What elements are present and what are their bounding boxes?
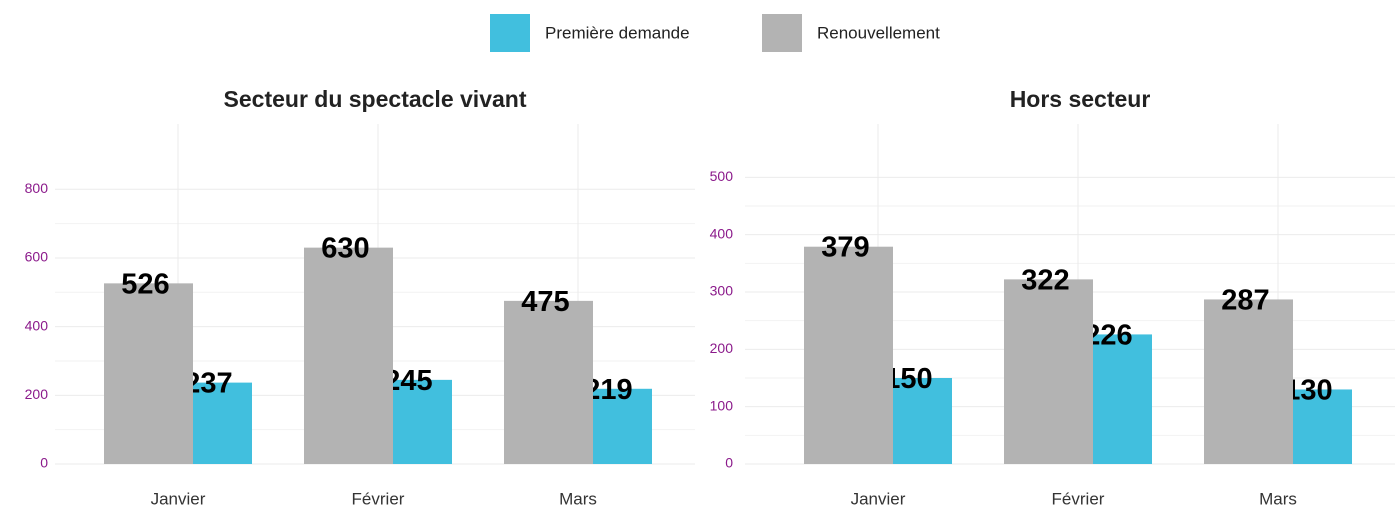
x-tick-label: Mars xyxy=(1259,489,1297,508)
chart-title: Hors secteur xyxy=(1010,86,1151,112)
bar xyxy=(1004,279,1093,464)
y-tick-label: 0 xyxy=(725,455,733,471)
y-tick-label: 300 xyxy=(710,283,734,299)
bar xyxy=(1093,334,1152,464)
chart-title: Secteur du spectacle vivant xyxy=(224,86,527,112)
bar xyxy=(393,379,452,464)
y-tick-label: 0 xyxy=(40,455,48,471)
bar xyxy=(593,388,652,464)
y-tick-label: 400 xyxy=(710,225,734,241)
bar xyxy=(193,382,252,464)
y-tick-label: 600 xyxy=(25,249,49,265)
y-tick-label: 400 xyxy=(25,317,49,333)
y-tick-label: 200 xyxy=(710,340,734,356)
legend-swatch xyxy=(762,14,802,52)
value-label: 475 xyxy=(521,286,569,318)
x-tick-label: Février xyxy=(352,489,405,508)
y-tick-label: 500 xyxy=(710,168,734,184)
bar xyxy=(504,300,593,464)
y-tick-label: 200 xyxy=(25,386,49,402)
legend-label: Première demande xyxy=(545,23,690,42)
y-tick-label: 100 xyxy=(710,397,734,413)
x-tick-label: Mars xyxy=(559,489,597,508)
x-tick-label: Janvier xyxy=(851,489,906,508)
bar xyxy=(304,247,393,464)
bar xyxy=(893,377,952,464)
legend-swatch xyxy=(490,14,530,52)
x-tick-label: Février xyxy=(1052,489,1105,508)
bar xyxy=(1293,389,1352,464)
value-label: 287 xyxy=(1221,284,1269,316)
value-label: 630 xyxy=(321,233,369,265)
value-label: 379 xyxy=(821,232,869,264)
legend-label: Renouvellement xyxy=(817,23,940,42)
bar xyxy=(1204,299,1293,464)
x-tick-label: Janvier xyxy=(151,489,206,508)
bar xyxy=(104,283,193,464)
bar xyxy=(804,246,893,464)
value-label: 322 xyxy=(1021,264,1069,296)
value-label: 526 xyxy=(121,268,169,300)
y-tick-label: 800 xyxy=(25,180,49,196)
